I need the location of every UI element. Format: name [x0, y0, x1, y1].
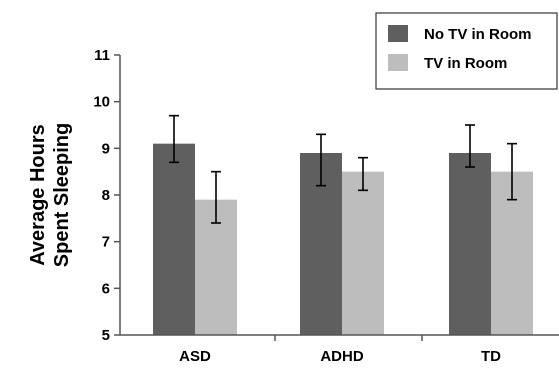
y-axis-title-line-2: Spent Sleeping: [51, 123, 73, 267]
bar: [342, 171, 384, 335]
y-tick-label: 5: [102, 327, 110, 344]
y-axis-title: Average Hours Spent Sleeping: [27, 123, 73, 267]
legend-swatch: [388, 54, 408, 71]
y-tick-label: 10: [93, 94, 110, 111]
x-category-label: ADHD: [320, 348, 363, 365]
legend-label: No TV in Room: [424, 26, 532, 43]
y-tick-label: 11: [94, 47, 110, 64]
error-bars: [169, 114, 517, 224]
y-axis: 5 6 7 8 9 10 11: [93, 47, 121, 344]
x-category-label: ASD: [179, 348, 211, 365]
y-axis-title-line-1: Average Hours: [27, 124, 49, 266]
y-tick-label: 9: [102, 140, 110, 157]
x-category-label: TD: [481, 348, 501, 365]
bar: [449, 153, 491, 335]
bars: [153, 143, 533, 335]
legend-label: TV in Room: [424, 55, 507, 72]
bar: [153, 143, 195, 335]
legend: No TV in Room TV in Room: [375, 12, 558, 90]
legend-box: [375, 12, 558, 90]
y-tick-label: 6: [102, 280, 110, 297]
x-axis: ASD ADHD TD: [120, 334, 559, 365]
legend-swatch: [388, 25, 408, 42]
y-tick-label: 8: [102, 187, 110, 204]
y-tick-label: 7: [102, 234, 110, 251]
